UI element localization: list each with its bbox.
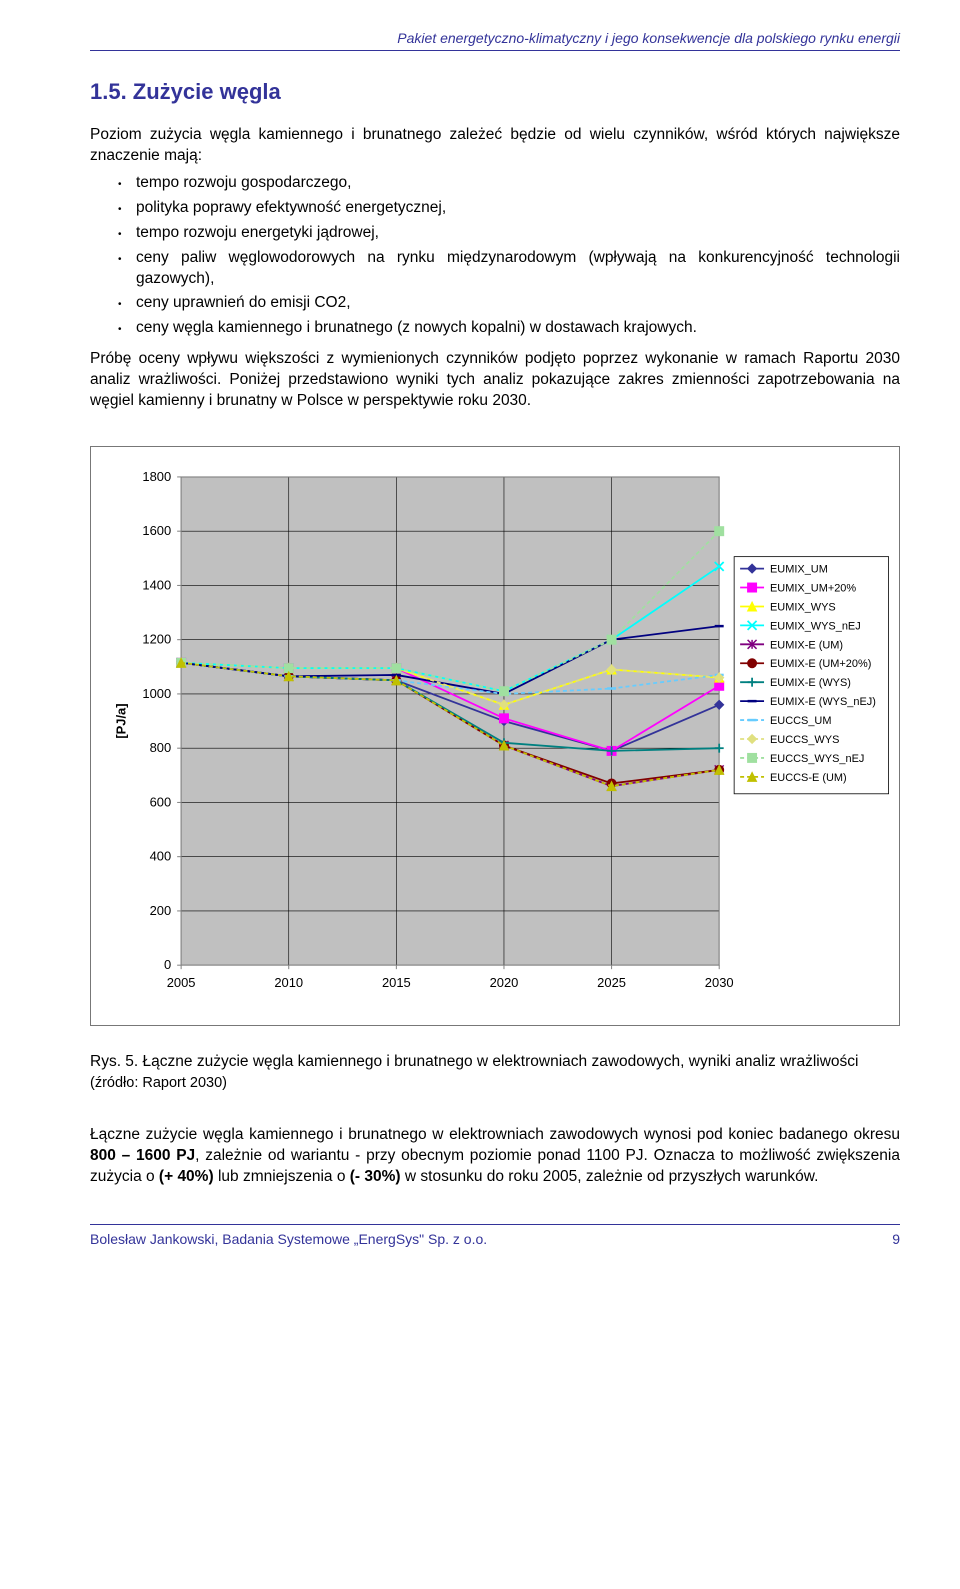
svg-text:EUCCS_WYS_nEJ: EUCCS_WYS_nEJ [770, 753, 864, 765]
bold-span: (+ 40%) [159, 1168, 214, 1185]
text-span: lub zmniejszenia o [214, 1168, 350, 1185]
list-item: ceny węgla kamiennego i brunatnego (z no… [136, 318, 900, 339]
svg-text:2030: 2030 [705, 975, 734, 990]
svg-text:EUMIX_WYS_nEJ: EUMIX_WYS_nEJ [770, 620, 861, 632]
figure-text: Łączne zużycie węgla kamiennego i brunat… [138, 1053, 858, 1070]
svg-text:200: 200 [150, 903, 172, 918]
svg-text:EUCCS-E (UM): EUCCS-E (UM) [770, 772, 847, 784]
svg-text:600: 600 [150, 794, 172, 809]
svg-text:400: 400 [150, 849, 172, 864]
text-span: w stosunku do roku 2005, zależnie od prz… [401, 1168, 819, 1185]
bold-span: 800 – 1600 PJ [90, 1147, 195, 1164]
list-item: polityka poprawy efektywność energetyczn… [136, 198, 900, 219]
page-footer: Bolesław Jankowski, Badania Systemowe „E… [90, 1224, 900, 1247]
list-item: ceny paliw węglowodorowych na rynku międ… [136, 248, 900, 290]
svg-text:EUCCS_WYS: EUCCS_WYS [770, 734, 839, 746]
list-item: tempo rozwoju energetyki jądrowej, [136, 223, 900, 244]
svg-text:1600: 1600 [142, 523, 171, 538]
section-heading: 1.5. Zużycie węgla [90, 79, 900, 105]
svg-text:EUMIX-E (WYS): EUMIX-E (WYS) [770, 677, 851, 689]
bold-span: (- 30%) [350, 1168, 401, 1185]
svg-text:1800: 1800 [142, 469, 171, 484]
svg-text:2010: 2010 [274, 975, 303, 990]
svg-text:2020: 2020 [490, 975, 519, 990]
list-item: ceny uprawnień do emisji CO2, [136, 293, 900, 314]
figure-caption: Rys. 5. Łączne zużycie węgla kamiennego … [90, 1052, 900, 1073]
svg-text:2005: 2005 [167, 975, 196, 990]
svg-text:EUMIX_UM+20%: EUMIX_UM+20% [770, 583, 856, 595]
svg-text:EUMIX-E (WYS_nEJ): EUMIX-E (WYS_nEJ) [770, 696, 876, 708]
intro-paragraph: Poziom zużycia węgla kamiennego i brunat… [90, 125, 900, 167]
chart-svg: 0 200 400 600 800 1000 1200 1400 1600 1800 2005 201… [99, 457, 891, 1015]
bullet-list: tempo rozwoju gospodarczego, polityka po… [90, 173, 900, 339]
svg-text:EUCCS_UM: EUCCS_UM [770, 715, 831, 727]
closing-paragraph: Łączne zużycie węgla kamiennego i brunat… [90, 1125, 900, 1188]
svg-text:1200: 1200 [142, 632, 171, 647]
svg-text:EUMIX-E (UM+20%): EUMIX-E (UM+20%) [770, 658, 871, 670]
text-span: Łączne zużycie węgla kamiennego i brunat… [90, 1126, 900, 1143]
running-header: Pakiet energetyczno-klimatyczny i jego k… [90, 30, 900, 51]
svg-text:EUMIX_WYS: EUMIX_WYS [770, 602, 836, 614]
svg-text:2025: 2025 [597, 975, 626, 990]
svg-text:1400: 1400 [142, 577, 171, 592]
body-paragraph: Próbę oceny wpływu większości z wymienio… [90, 349, 900, 412]
figure-source: (źródło: Raport 2030) [90, 1075, 900, 1091]
svg-text:EUMIX_UM: EUMIX_UM [770, 564, 828, 576]
svg-text:[PJ/a]: [PJ/a] [113, 703, 128, 738]
svg-text:2015: 2015 [382, 975, 411, 990]
svg-text:0: 0 [164, 957, 171, 972]
footer-author: Bolesław Jankowski, Badania Systemowe „E… [90, 1231, 487, 1247]
svg-text:EUMIX-E (UM): EUMIX-E (UM) [770, 639, 843, 651]
list-item: tempo rozwoju gospodarczego, [136, 173, 900, 194]
footer-page-number: 9 [892, 1231, 900, 1247]
svg-text:800: 800 [150, 740, 172, 755]
svg-text:1000: 1000 [142, 686, 171, 701]
figure-number: Rys. 5. [90, 1053, 138, 1070]
line-chart: 0 200 400 600 800 1000 1200 1400 1600 1800 2005 201… [90, 446, 900, 1026]
